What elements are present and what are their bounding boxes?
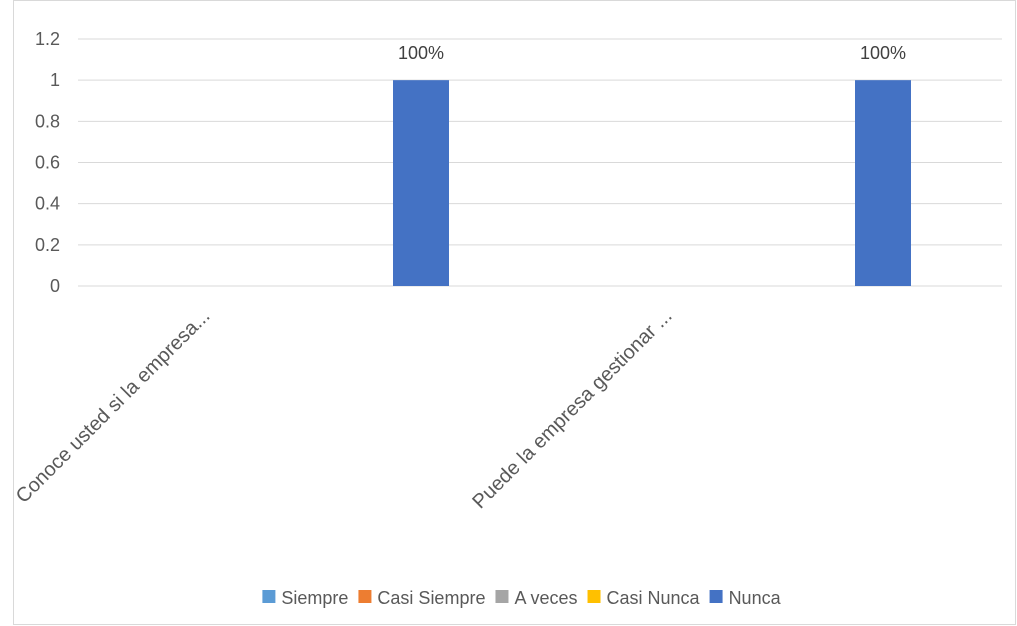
gridlines	[78, 38, 1002, 287]
bar-nunca	[393, 80, 449, 287]
legend-swatch	[709, 590, 723, 603]
legend-label: A veces	[514, 588, 577, 608]
y-axis-ticks: 0 0.2 0.4 0.6 0.8 1 1.2	[35, 29, 60, 296]
legend-swatch	[587, 590, 601, 603]
y-tick-label: 1	[50, 70, 60, 90]
y-tick-label: 0.2	[35, 235, 60, 255]
data-label: 100%	[860, 43, 906, 63]
category-label: Conoce usted si la empresa...	[12, 305, 215, 508]
y-tick-label: 1.2	[35, 29, 60, 49]
legend-swatch	[495, 590, 509, 603]
legend-swatch	[358, 590, 372, 603]
legend-swatch	[262, 590, 276, 603]
legend: Siempre Casi Siempre A veces Casi Nunca Nunc…	[262, 588, 782, 608]
legend-label: Siempre	[281, 588, 348, 608]
bar-nunca	[855, 80, 911, 287]
category-label: Puede la empresa gestionar ...	[468, 305, 676, 513]
bars	[393, 80, 911, 287]
y-tick-label: 0	[50, 276, 60, 296]
category-labels: Conoce usted si la empresa... Puede la em…	[12, 305, 677, 513]
legend-label: Nunca	[729, 588, 782, 608]
y-tick-label: 0.4	[35, 194, 60, 214]
chart-frame	[13, 0, 1016, 625]
y-tick-label: 0.8	[35, 111, 60, 131]
legend-label: Casi Siempre	[377, 588, 485, 608]
data-label: 100%	[398, 43, 444, 63]
legend-label: Casi Nunca	[607, 588, 701, 608]
data-labels: 100% 100%	[398, 43, 906, 63]
y-tick-label: 0.6	[35, 153, 60, 173]
